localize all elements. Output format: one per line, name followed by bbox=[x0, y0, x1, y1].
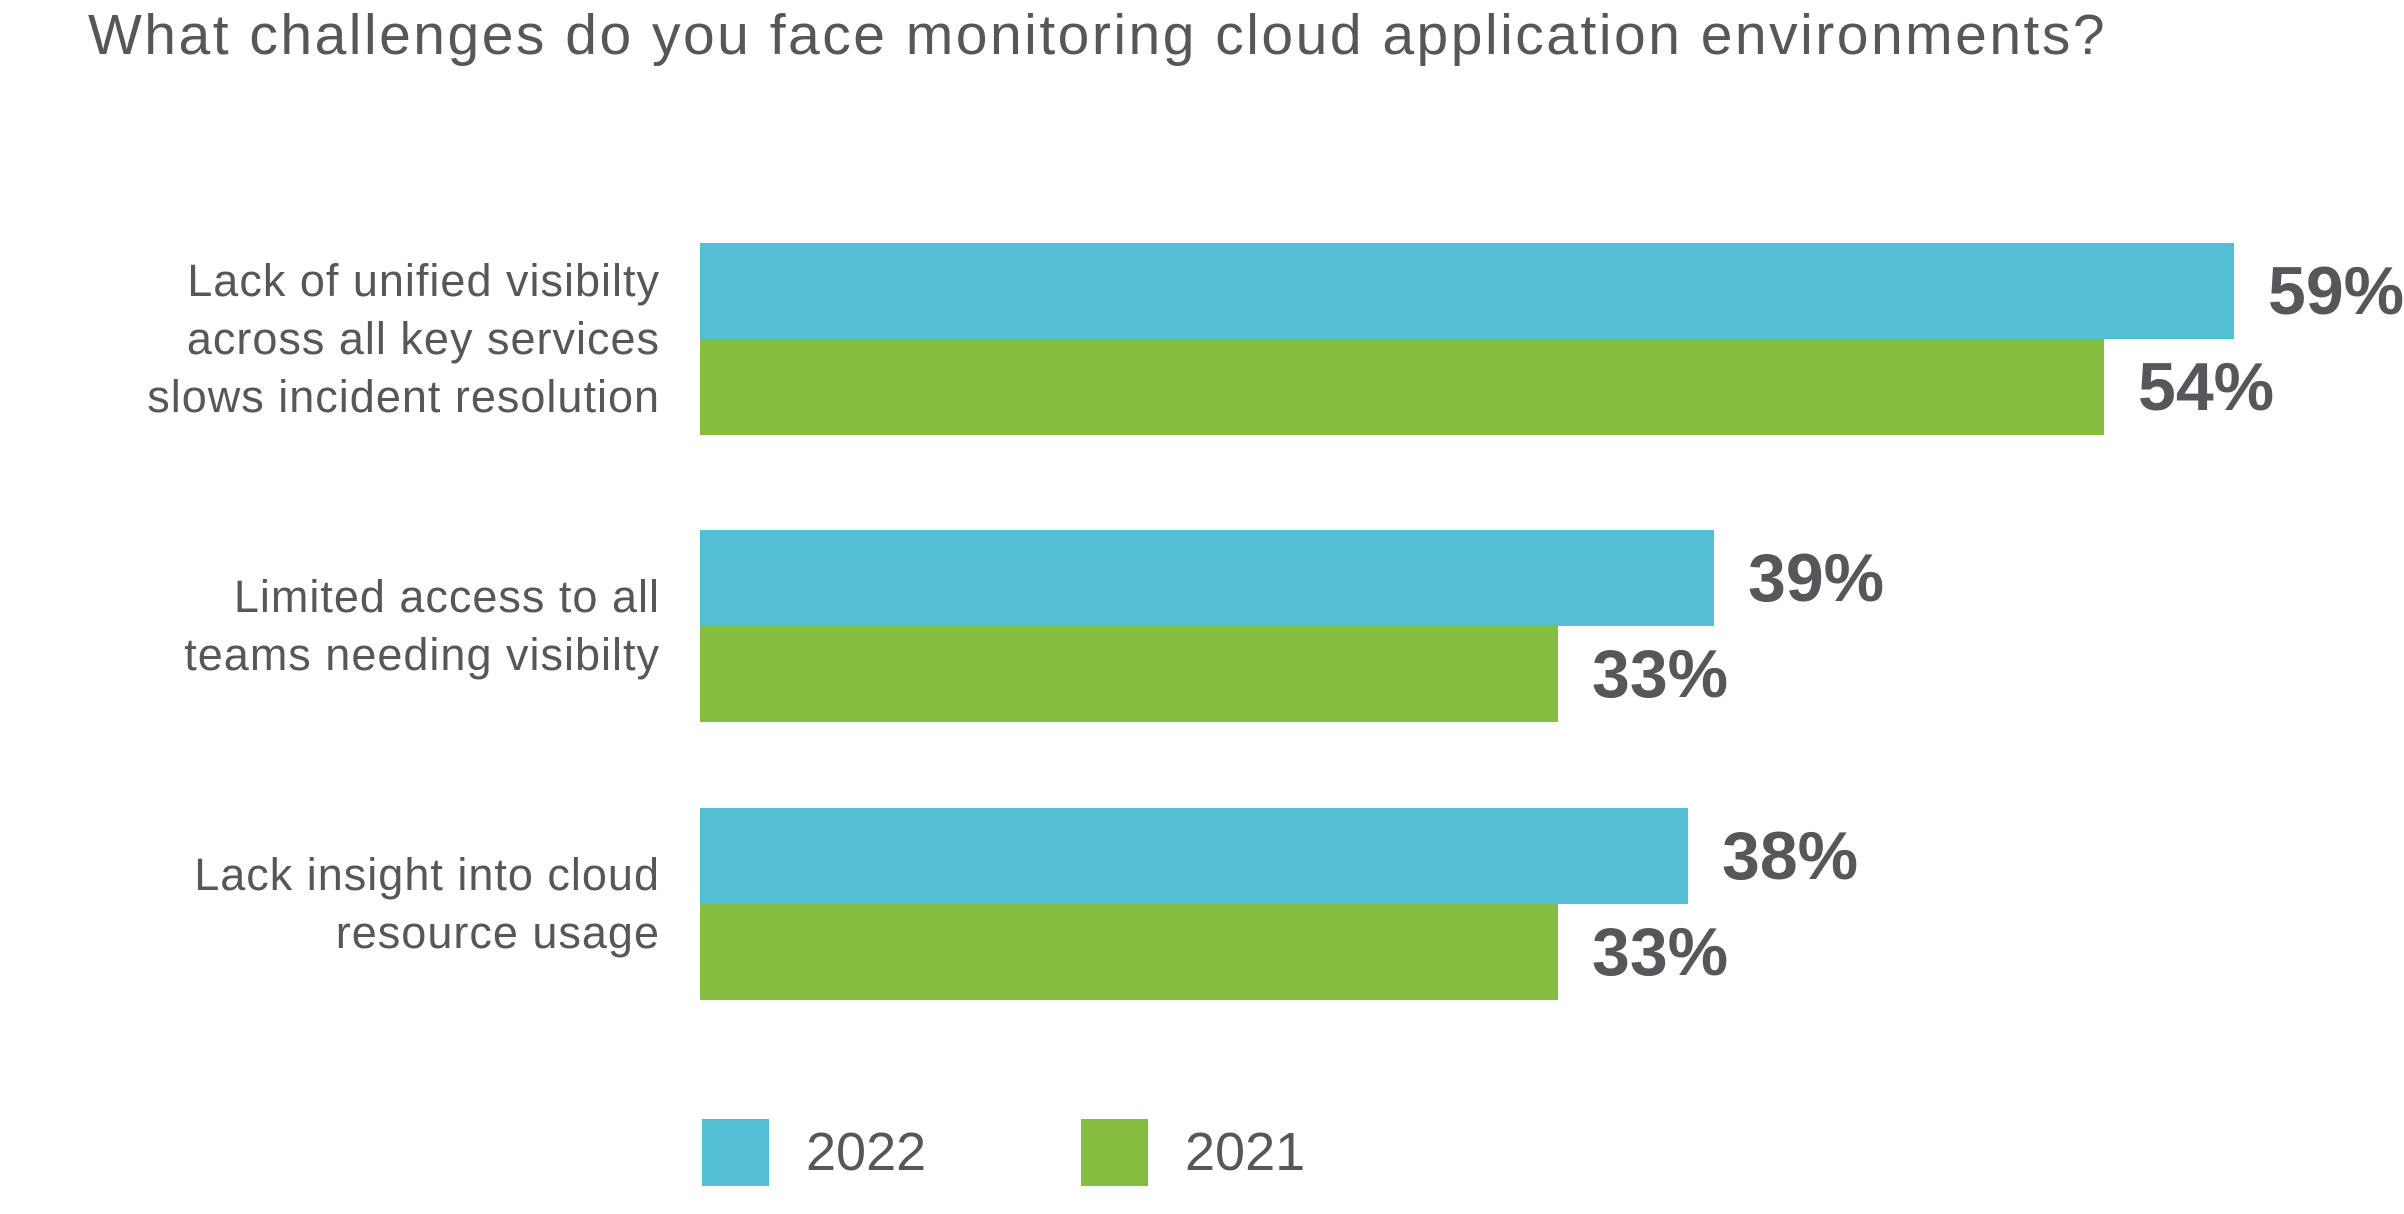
bar-group-unified-visibility: Lack of unified visibilty across all key… bbox=[0, 243, 2404, 435]
legend-swatch-2021-icon bbox=[1081, 1119, 1148, 1186]
legend-swatch-2022-icon bbox=[702, 1119, 769, 1186]
category-label: Lack of unified visibilty across all key… bbox=[0, 252, 660, 426]
bar-value-label: 38% bbox=[1722, 818, 1859, 894]
category-label-line: Lack of unified visibilty bbox=[187, 255, 660, 306]
chart-legend: 2022 2021 bbox=[0, 1119, 2404, 1186]
category-label-line: teams needing visibilty bbox=[184, 629, 660, 680]
bar-2021: 33% bbox=[700, 904, 1728, 1000]
legend-item-2021: 2021 bbox=[1081, 1119, 1305, 1186]
legend-label-2022: 2022 bbox=[806, 1122, 927, 1182]
bar-2022: 38% bbox=[700, 808, 1858, 904]
category-label-line: resource usage bbox=[335, 907, 660, 958]
legend-item-2022: 2022 bbox=[702, 1119, 926, 1186]
chart-title: What challenges do you face monitoring c… bbox=[88, 3, 2108, 67]
bar-group-limited-access: Limited access to all teams needing visi… bbox=[0, 530, 2404, 722]
bar-2022: 39% bbox=[700, 530, 1884, 626]
category-label: Limited access to all teams needing visi… bbox=[0, 568, 660, 684]
bar-2022: 59% bbox=[700, 243, 2404, 339]
category-label-line: slows incident resolution bbox=[147, 371, 660, 422]
category-label-line: Limited access to all bbox=[233, 571, 660, 622]
legend-label-2021: 2021 bbox=[1185, 1122, 1306, 1182]
bar-group-resource-usage: Lack insight into cloud resource usage 3… bbox=[0, 808, 2404, 1000]
bar-value-label: 59% bbox=[2268, 253, 2404, 329]
bar-value-label: 39% bbox=[1748, 540, 1885, 616]
bar-value-label: 33% bbox=[1592, 636, 1729, 712]
category-label-line: Lack insight into cloud bbox=[194, 849, 660, 900]
category-label-line: across all key services bbox=[186, 313, 660, 364]
bar-pair: 39% 33% bbox=[700, 530, 1884, 722]
bar-2021: 54% bbox=[700, 339, 2274, 435]
bar-pair: 38% 33% bbox=[700, 808, 1858, 1000]
bar-pair: 59% 54% bbox=[700, 243, 2404, 435]
category-label: Lack insight into cloud resource usage bbox=[0, 846, 660, 962]
bar-value-label: 33% bbox=[1592, 914, 1729, 990]
bar-value-label: 54% bbox=[2138, 349, 2275, 425]
bar-2021: 33% bbox=[700, 626, 1728, 722]
